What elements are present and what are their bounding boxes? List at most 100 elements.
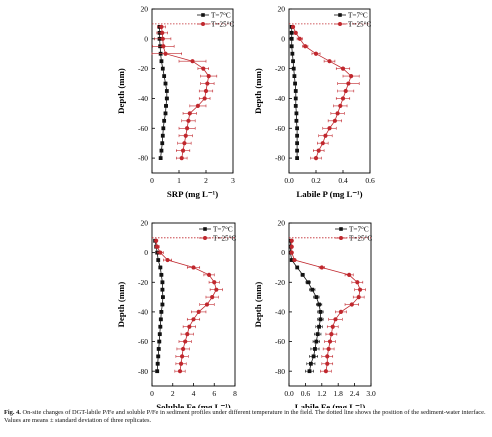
series-t7	[153, 238, 165, 374]
data-point-square	[310, 287, 315, 292]
data-point-square	[161, 126, 166, 131]
data-point-square	[294, 111, 299, 116]
legend-label: T=7°C	[349, 226, 369, 234]
series-t25	[290, 24, 360, 161]
data-point-square	[295, 148, 299, 153]
caption-text: On-site changes of DGT-labile P/Fe and s…	[4, 409, 486, 425]
y-tick-label: -60	[275, 124, 285, 133]
data-point-square	[159, 148, 164, 153]
data-point-circle	[320, 141, 325, 146]
x-axis-label: Labile Fe (mg L⁻¹)	[295, 402, 366, 408]
legend-label: T=7°C	[211, 12, 231, 20]
data-point-square	[313, 347, 317, 351]
data-point-circle	[327, 339, 333, 344]
data-point-square	[158, 156, 163, 160]
y-tick-label: -60	[138, 124, 148, 133]
plot-frame	[151, 8, 234, 174]
data-point-circle	[185, 332, 190, 337]
data-point-square	[159, 310, 164, 314]
data-point-square	[318, 310, 323, 314]
y-tick-label: -20	[138, 278, 148, 287]
figure-caption: Fig. 4. On-site changes of DGT-labile P/…	[4, 409, 488, 425]
data-point-circle	[183, 339, 188, 344]
data-point-circle	[327, 59, 332, 64]
data-point-circle	[177, 369, 183, 374]
data-point-circle	[338, 309, 344, 315]
y-tick-label: -60	[275, 337, 285, 346]
x-axis-label: Soluble Fe (mg L⁻¹)	[156, 402, 231, 408]
data-point-circle	[163, 51, 168, 56]
data-point-circle	[187, 324, 192, 329]
y-tick-label: -40	[138, 308, 148, 317]
data-point-square	[289, 36, 294, 41]
data-point-circle	[204, 302, 210, 307]
data-point-circle	[346, 81, 351, 86]
data-point-square	[158, 265, 163, 270]
x-tick-label: 2.4	[350, 389, 360, 398]
data-point-square	[314, 339, 319, 344]
data-point-square	[295, 265, 300, 270]
series-t25	[289, 238, 366, 374]
data-point-square	[295, 141, 299, 146]
y-tick-label: -20	[275, 64, 285, 73]
series-t25	[154, 238, 223, 374]
data-point-square	[155, 369, 160, 374]
data-point-square	[300, 272, 305, 277]
legend-marker-circle	[203, 236, 207, 240]
data-point-square	[291, 59, 295, 64]
data-point-square	[160, 295, 165, 299]
data-point-circle	[201, 66, 206, 71]
y-tick-label: -20	[138, 64, 148, 73]
data-point-circle	[349, 73, 354, 79]
data-point-circle	[333, 317, 338, 322]
legend-marker-circle	[201, 22, 205, 26]
data-point-circle	[303, 44, 308, 49]
x-tick-label: 6	[212, 389, 216, 398]
data-point-circle	[313, 51, 319, 56]
data-point-square	[293, 96, 298, 101]
x-tick-label: 0.0	[284, 176, 294, 185]
x-tick-label: 1.8	[334, 389, 344, 398]
legend-marker-circle	[339, 236, 343, 240]
caption-label: Fig. 4.	[4, 409, 21, 416]
y-tick-label: -40	[138, 94, 148, 103]
data-point-square	[293, 89, 298, 93]
data-point-square	[160, 302, 165, 307]
data-point-square	[158, 324, 163, 329]
data-point-circle	[323, 133, 328, 138]
data-point-square	[290, 51, 295, 56]
series-t25	[151, 24, 218, 161]
data-point-circle	[205, 81, 210, 86]
y-axis-label: Depth (mm)	[253, 68, 263, 114]
series-t7	[288, 238, 324, 374]
data-point-circle	[165, 257, 170, 263]
data-point-square	[158, 317, 163, 322]
data-point-square	[293, 104, 298, 108]
data-point-circle	[327, 126, 332, 131]
data-point-square	[159, 59, 164, 64]
x-tick-label: 3	[231, 176, 235, 185]
data-point-circle	[196, 309, 201, 315]
data-point-square	[306, 280, 311, 285]
data-point-circle	[154, 238, 159, 243]
data-point-circle	[180, 148, 186, 153]
data-point-square	[156, 354, 161, 359]
y-tick-label: 0	[144, 34, 148, 43]
x-tick-label: 0	[150, 389, 154, 398]
data-point-square	[289, 44, 294, 49]
data-point-circle	[343, 88, 348, 94]
data-point-square	[160, 280, 165, 285]
data-point-circle	[206, 272, 212, 277]
data-point-square	[308, 361, 313, 366]
data-point-circle	[195, 103, 200, 109]
data-point-circle	[159, 24, 164, 29]
x-tick-label: 3.0	[366, 389, 376, 398]
data-point-circle	[313, 155, 319, 161]
data-point-circle	[179, 354, 185, 359]
data-point-circle	[340, 96, 346, 101]
data-point-circle	[206, 73, 211, 79]
y-tick-label: 0	[281, 34, 285, 43]
